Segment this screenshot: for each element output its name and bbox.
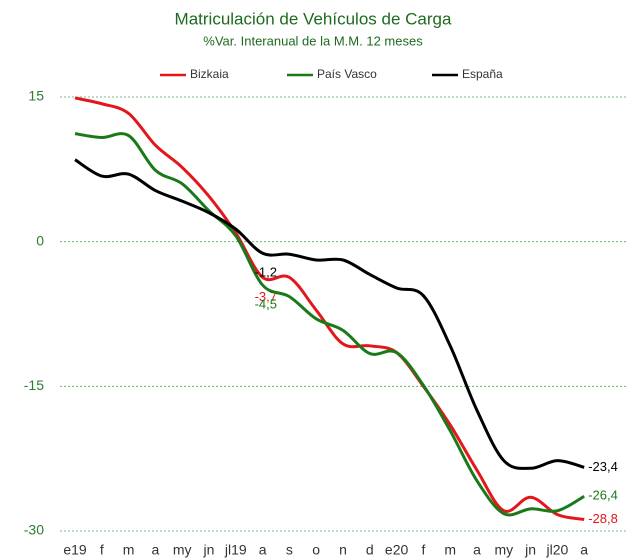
chart-title: Matriculación de Vehículos de Carga: [175, 9, 452, 28]
x-tick-label: jl20: [546, 542, 569, 558]
y-tick-label: -15: [24, 377, 44, 393]
x-tick-label: n: [339, 542, 347, 558]
legend-label: Bizkaia: [190, 67, 229, 81]
x-tick-label: f: [100, 542, 104, 558]
series-line: [74, 132, 585, 517]
legend-label: País Vasco: [317, 67, 377, 81]
x-tick-label: a: [473, 542, 481, 558]
chart-subtitle: %Var. Interanual de la M.M. 12 meses: [203, 33, 423, 48]
x-tick-label: m: [123, 542, 135, 558]
x-tick-label: s: [286, 542, 293, 558]
x-tick-label: jn: [524, 542, 536, 558]
x-tick-label: jn: [203, 542, 215, 558]
x-tick-label: m: [444, 542, 456, 558]
x-tick-label: d: [366, 542, 374, 558]
value-label: -1,2: [255, 265, 277, 280]
x-tick-label: a: [259, 542, 267, 558]
y-tick-label: 15: [28, 88, 44, 104]
value-label: -4,5: [255, 297, 277, 312]
x-tick-label: my: [173, 542, 192, 558]
y-tick-label: 0: [36, 232, 44, 248]
value-label: -23,4: [588, 459, 618, 474]
value-label: -28,8: [588, 511, 618, 526]
legend-label: España: [462, 67, 503, 81]
x-tick-label: f: [421, 542, 425, 558]
x-tick-label: a: [152, 542, 160, 558]
x-tick-label: my: [494, 542, 513, 558]
x-tick-label: o: [312, 542, 320, 558]
value-label: -26,4: [588, 488, 618, 503]
series-line: [74, 158, 585, 470]
x-tick-label: a: [580, 542, 588, 558]
x-tick-label: e19: [63, 542, 87, 558]
x-tick-label: jl19: [224, 542, 247, 558]
y-tick-label: -30: [24, 522, 44, 538]
x-tick-label: e20: [385, 542, 409, 558]
series-line: [74, 96, 585, 521]
